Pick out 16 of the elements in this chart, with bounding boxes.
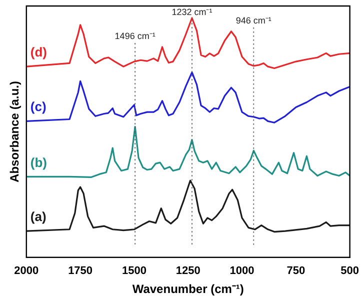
series-label: (c) <box>30 99 46 114</box>
x-tick-label: 1750 <box>68 265 93 278</box>
x-tick-label: 1250 <box>176 265 200 278</box>
x-tick-label: 1500 <box>122 265 146 278</box>
x-tick-label: 750 <box>286 265 306 278</box>
ref-line-label: 1232 cm⁻¹ <box>172 6 212 17</box>
ref-line-label: 946 cm⁻¹ <box>236 15 272 26</box>
ref-line-label: 1496 cm⁻¹ <box>114 30 156 41</box>
x-tick-label: 500 <box>340 265 360 278</box>
series-label: (a) <box>30 209 46 224</box>
x-axis-title: Wavenumber (cm⁻¹) <box>132 282 244 296</box>
x-tick-label: 2000 <box>14 265 39 278</box>
series-label: (b) <box>30 154 48 170</box>
x-tick-label: 1000 <box>230 265 254 278</box>
series-label: (d) <box>30 44 48 60</box>
y-axis-title: Absorbance (a.u.) <box>8 81 22 182</box>
